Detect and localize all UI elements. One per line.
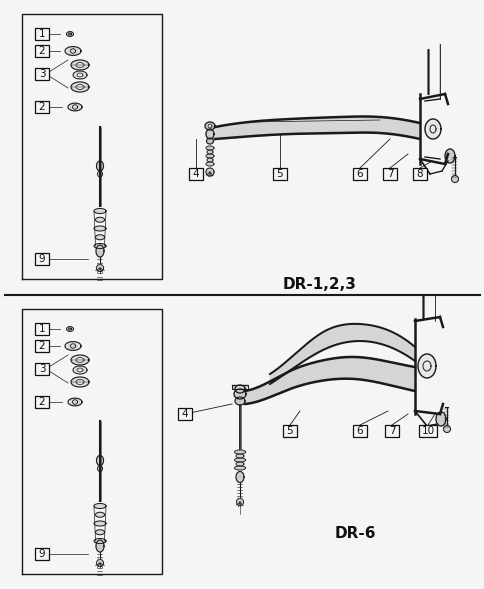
Polygon shape (94, 226, 106, 231)
Polygon shape (96, 455, 103, 465)
Polygon shape (236, 498, 243, 505)
FancyBboxPatch shape (384, 425, 398, 437)
Polygon shape (96, 245, 104, 257)
Polygon shape (71, 82, 89, 92)
Text: 4: 4 (182, 409, 188, 419)
Polygon shape (236, 462, 243, 466)
Polygon shape (236, 472, 243, 482)
Text: 2: 2 (39, 397, 45, 407)
FancyBboxPatch shape (352, 425, 366, 437)
Polygon shape (94, 209, 106, 213)
Polygon shape (94, 521, 106, 526)
Polygon shape (234, 458, 245, 462)
Polygon shape (94, 243, 106, 249)
Polygon shape (97, 171, 102, 177)
Polygon shape (95, 512, 104, 517)
FancyBboxPatch shape (382, 168, 396, 180)
Polygon shape (97, 465, 102, 472)
Text: 9: 9 (39, 254, 45, 264)
Polygon shape (65, 342, 81, 350)
Polygon shape (442, 425, 450, 432)
Polygon shape (207, 158, 212, 162)
Polygon shape (207, 150, 212, 154)
Text: 2: 2 (39, 46, 45, 56)
Polygon shape (73, 71, 87, 79)
FancyBboxPatch shape (35, 396, 49, 408)
FancyBboxPatch shape (35, 323, 49, 335)
FancyBboxPatch shape (35, 45, 49, 57)
FancyBboxPatch shape (35, 363, 49, 375)
FancyBboxPatch shape (272, 168, 287, 180)
Polygon shape (205, 122, 214, 130)
Polygon shape (73, 366, 87, 374)
Polygon shape (96, 161, 103, 171)
Polygon shape (68, 103, 82, 111)
Polygon shape (95, 217, 104, 222)
Polygon shape (206, 168, 213, 176)
Polygon shape (206, 146, 213, 150)
Text: DR-6: DR-6 (333, 527, 375, 541)
Polygon shape (68, 398, 82, 406)
Text: 7: 7 (386, 169, 393, 179)
Polygon shape (417, 354, 435, 378)
FancyBboxPatch shape (35, 548, 49, 560)
Polygon shape (71, 377, 89, 387)
Text: DR-1,2,3: DR-1,2,3 (283, 276, 356, 292)
Text: 2: 2 (39, 102, 45, 112)
Polygon shape (206, 129, 213, 139)
FancyBboxPatch shape (35, 253, 49, 265)
Polygon shape (424, 119, 440, 139)
Polygon shape (71, 355, 89, 365)
Text: 3: 3 (39, 364, 45, 374)
Polygon shape (95, 530, 104, 535)
Polygon shape (236, 454, 243, 458)
Polygon shape (65, 47, 81, 55)
Polygon shape (94, 504, 106, 508)
Polygon shape (235, 397, 244, 405)
FancyBboxPatch shape (178, 408, 192, 420)
Text: 10: 10 (421, 426, 434, 436)
Polygon shape (206, 154, 213, 158)
FancyBboxPatch shape (283, 425, 296, 437)
Text: 2: 2 (39, 341, 45, 351)
Text: 1: 1 (39, 29, 45, 39)
FancyBboxPatch shape (35, 340, 49, 352)
FancyBboxPatch shape (35, 68, 49, 80)
Text: 8: 8 (416, 169, 423, 179)
Polygon shape (451, 176, 457, 183)
Polygon shape (96, 264, 103, 272)
Polygon shape (96, 540, 104, 552)
Polygon shape (206, 162, 213, 166)
FancyBboxPatch shape (412, 168, 426, 180)
Polygon shape (435, 412, 445, 426)
Polygon shape (235, 385, 244, 393)
FancyBboxPatch shape (35, 101, 49, 113)
Polygon shape (234, 450, 245, 454)
Polygon shape (96, 560, 103, 567)
Text: 7: 7 (388, 426, 394, 436)
Text: 3: 3 (39, 69, 45, 79)
Polygon shape (234, 466, 245, 470)
FancyBboxPatch shape (189, 168, 203, 180)
Text: 5: 5 (276, 169, 283, 179)
Polygon shape (233, 389, 245, 399)
Polygon shape (444, 149, 454, 163)
FancyBboxPatch shape (418, 425, 436, 437)
Text: 6: 6 (356, 426, 363, 436)
Text: 9: 9 (39, 549, 45, 559)
Polygon shape (231, 385, 247, 389)
FancyBboxPatch shape (352, 168, 366, 180)
Text: 4: 4 (192, 169, 199, 179)
Text: 1: 1 (39, 324, 45, 334)
Text: 6: 6 (356, 169, 363, 179)
Polygon shape (206, 138, 213, 144)
Text: 5: 5 (286, 426, 293, 436)
FancyBboxPatch shape (35, 28, 49, 40)
Polygon shape (95, 235, 104, 240)
Polygon shape (71, 60, 89, 70)
Polygon shape (94, 538, 106, 544)
